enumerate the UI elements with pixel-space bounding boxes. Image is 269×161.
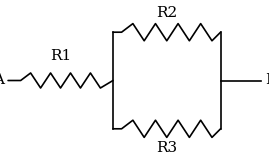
Text: R3: R3 xyxy=(156,141,177,155)
Text: A: A xyxy=(0,74,4,87)
Text: R1: R1 xyxy=(50,49,71,63)
Text: B: B xyxy=(265,74,269,87)
Text: R2: R2 xyxy=(156,6,177,20)
